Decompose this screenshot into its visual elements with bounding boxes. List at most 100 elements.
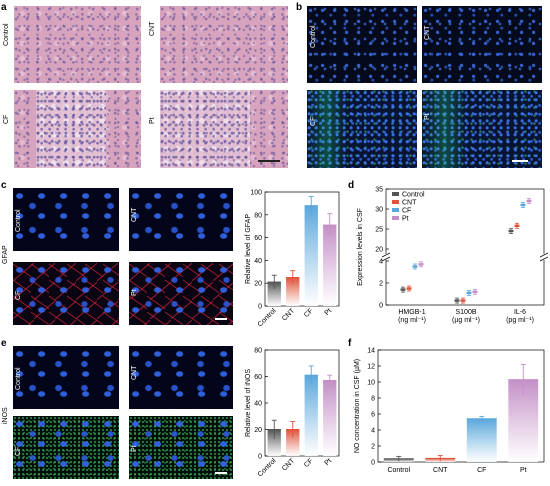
x-group-label: IL-6: [514, 309, 526, 316]
point-pt: [472, 290, 478, 293]
y-tick-label: 20: [254, 427, 262, 434]
y-tick-label: 4: [379, 259, 383, 266]
y-tick-label: 0: [258, 454, 262, 461]
y-tick-label: 35: [375, 187, 383, 194]
legend-swatch: [392, 216, 399, 220]
x-group-label: (pg ml⁻¹): [506, 317, 534, 324]
panel-e-letter: e: [1, 338, 7, 349]
point-cnt: [406, 287, 412, 290]
x-group-label: (µg ml⁻¹): [452, 317, 480, 324]
plot-frame: [264, 191, 340, 307]
he-image-pt: [160, 90, 288, 168]
axis-break-mark: [539, 252, 548, 258]
label-a-cnt: CNT: [149, 21, 156, 36]
gfap-image-cf: [13, 262, 119, 325]
x-tick-label: CNT: [433, 467, 448, 474]
y-tick-label: 6: [371, 412, 375, 419]
point-pt: [418, 263, 424, 266]
label-a-control: Control: [3, 23, 10, 46]
x-tick-label: CNT: [281, 457, 297, 473]
x-tick-label: Pt: [324, 457, 334, 467]
y-tick-label: 30: [375, 207, 383, 214]
x-tick-label: CF: [477, 467, 486, 474]
x-tick-label: Pt: [520, 467, 527, 474]
label-c-control: Control: [15, 209, 22, 232]
inos-image-pt: [129, 416, 233, 479]
y-tick-label: 0: [379, 303, 383, 310]
x-tick-label: CF: [303, 457, 315, 469]
gfap-image-cnt: [129, 188, 233, 251]
y-tick-label: 8: [371, 396, 375, 403]
legend-entry: Pt: [402, 216, 409, 223]
y-axis-label: Relative level of GFAP: [245, 214, 252, 284]
label-b-control: Control: [310, 25, 317, 48]
y-tick-label: 80: [254, 348, 262, 355]
dapi-image-control: [307, 6, 417, 83]
point-pt: [526, 199, 532, 203]
inos-image-cf: [13, 416, 119, 479]
he-image-cf: [14, 90, 141, 168]
y-tick-label: 40: [254, 401, 262, 408]
panel-b-letter: b: [296, 2, 303, 13]
y-tick-label: 12: [367, 364, 375, 371]
y-tick-label: 60: [254, 235, 262, 242]
panel-d-letter: d: [348, 180, 355, 191]
y-axis-label: NO concentration in CSF (µM): [354, 359, 361, 453]
bar-pt: [323, 225, 337, 306]
bar-control: [267, 429, 281, 456]
y-tick-label: 20: [375, 247, 383, 254]
inos-side-label: iNOS: [2, 407, 9, 424]
label-b-cnt: CNT: [424, 25, 431, 40]
label-e-pt: Pt: [131, 445, 138, 452]
bar-pt: [323, 380, 337, 456]
x-group-label: S100B: [455, 309, 476, 316]
no-concentration-chart: 0 2 4 6 8 10 12 14 Control CNT CF Pt NO concentratio…: [354, 348, 545, 474]
csf-expression-chart: 0 2 4 20 25 30 35 HMGB-1(ng ml⁻¹) S100B(µg ml⁻¹)…: [357, 187, 548, 324]
y-tick-label: 2: [371, 444, 375, 451]
legend-entry: Control: [402, 192, 425, 199]
y-tick-label: 80: [254, 212, 262, 219]
panel-f-letter: f: [348, 338, 352, 349]
point-cf: [466, 291, 472, 295]
axis-break-mark: [381, 252, 391, 258]
y-tick-label: 25: [375, 227, 383, 234]
x-tick-label: Control: [387, 467, 410, 474]
y-tick-label: 40: [254, 258, 262, 265]
x-group-label: (ng ml⁻¹): [398, 317, 426, 324]
label-e-control: Control: [15, 367, 22, 390]
he-image-control: [14, 6, 141, 83]
point-cf: [520, 203, 526, 207]
label-b-cf: CF: [310, 116, 317, 126]
legend-entry: CF: [402, 208, 411, 215]
y-tick-label: 0: [371, 460, 375, 467]
scale-bar: [512, 160, 528, 162]
bar-cf: [304, 205, 318, 306]
label-c-cf: CF: [15, 290, 22, 300]
legend-swatch: [392, 208, 399, 212]
bar-cnt: [286, 277, 300, 306]
x-tick-label: CNT: [281, 307, 297, 323]
point-control: [400, 288, 406, 291]
label-c-pt: Pt: [131, 289, 138, 296]
gfap-side-label: GFAP: [2, 245, 9, 264]
x-tick-label: CF: [303, 307, 315, 319]
he-image-cnt: [160, 6, 288, 83]
panel-a-letter: a: [1, 2, 7, 13]
legend-swatch: [392, 200, 399, 204]
y-tick-label: 14: [367, 348, 375, 355]
y-tick-label: 0: [258, 304, 262, 311]
inos-image-cnt: [129, 346, 233, 409]
label-a-cf: CF: [3, 114, 10, 124]
legend-entry: CNT: [402, 200, 417, 207]
y-axis-label: Relative level of iNOS: [245, 369, 252, 437]
label-e-cnt: CNT: [131, 365, 138, 380]
x-tick-label: Pt: [324, 307, 334, 317]
axis-break-mark: [381, 256, 391, 262]
gfap-image-pt: [129, 262, 233, 325]
scale-bar: [215, 472, 227, 474]
panel-c-letter: c: [1, 180, 7, 191]
y-tick-label: 20: [254, 281, 262, 288]
axis-break-mark: [539, 256, 548, 262]
